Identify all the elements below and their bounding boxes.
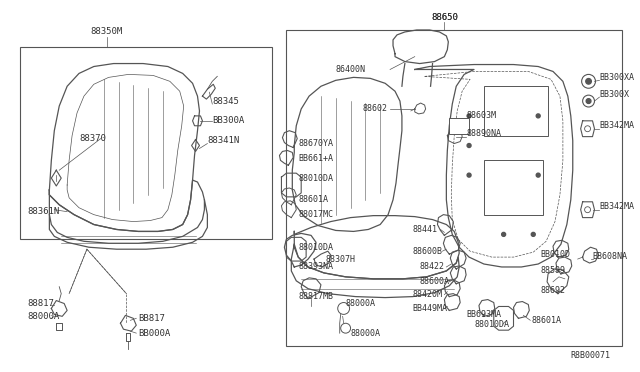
Text: 88601A: 88601A — [531, 316, 561, 325]
Text: 88017MC: 88017MC — [298, 210, 333, 219]
Text: BB693MA: BB693MA — [466, 310, 501, 319]
Text: 88370: 88370 — [79, 134, 106, 143]
Text: 88010DA: 88010DA — [298, 174, 333, 183]
Circle shape — [467, 144, 471, 147]
Circle shape — [502, 232, 506, 236]
Circle shape — [536, 173, 540, 177]
Text: BB300XA: BB300XA — [600, 73, 634, 82]
Text: 86400N: 86400N — [336, 65, 365, 74]
Text: 88600B: 88600B — [413, 247, 443, 256]
Text: 88817MB: 88817MB — [298, 292, 333, 301]
Text: BB661+A: BB661+A — [298, 154, 333, 163]
Text: 88650: 88650 — [431, 13, 458, 22]
Text: 88890NA: 88890NA — [466, 129, 501, 138]
Text: 88361N: 88361N — [28, 207, 60, 216]
Text: 88350M: 88350M — [90, 28, 123, 36]
Text: 88817: 88817 — [28, 299, 54, 308]
Text: 88601A: 88601A — [298, 195, 328, 204]
Text: BB342MA: BB342MA — [600, 202, 634, 211]
Text: 88010DA: 88010DA — [298, 243, 333, 252]
Text: 88341N: 88341N — [207, 136, 239, 145]
Text: 88345: 88345 — [212, 97, 239, 106]
Circle shape — [467, 173, 471, 177]
Bar — [286, 30, 622, 346]
Text: BB342MA: BB342MA — [600, 121, 634, 130]
Text: 88000A: 88000A — [346, 299, 376, 308]
Text: 88599: 88599 — [540, 266, 565, 275]
Text: R8B00071: R8B00071 — [570, 351, 611, 360]
Text: 88307H: 88307H — [326, 254, 356, 264]
Text: 88422: 88422 — [420, 263, 445, 272]
Text: BB300A: BB300A — [212, 116, 244, 125]
Text: 88692: 88692 — [540, 286, 565, 295]
Bar — [20, 47, 271, 239]
Text: 88602: 88602 — [362, 105, 387, 113]
Circle shape — [586, 78, 591, 84]
Circle shape — [531, 232, 535, 236]
Text: 88420M: 88420M — [413, 290, 443, 299]
Text: 88603M: 88603M — [466, 111, 496, 121]
Bar — [484, 86, 548, 136]
Text: 88670YA: 88670YA — [298, 139, 333, 148]
Circle shape — [467, 114, 471, 118]
Text: BB449MA: BB449MA — [413, 304, 448, 313]
Text: 88441: 88441 — [413, 225, 438, 234]
Text: BB817: BB817 — [138, 314, 165, 323]
Text: BB000A: BB000A — [138, 328, 170, 338]
Bar — [449, 118, 469, 134]
Circle shape — [586, 99, 591, 103]
Text: 88010DA: 88010DA — [474, 320, 509, 329]
Text: BB608NA: BB608NA — [593, 251, 627, 261]
Text: 88650: 88650 — [431, 13, 458, 22]
Text: BB010D: BB010D — [540, 250, 570, 259]
Bar — [484, 160, 543, 215]
Text: BB300X: BB300X — [600, 90, 629, 99]
Text: 88600A: 88600A — [420, 277, 450, 286]
Text: 88393NA: 88393NA — [298, 263, 333, 272]
Text: 88000A: 88000A — [351, 328, 381, 338]
Text: 88000A: 88000A — [28, 312, 60, 321]
Circle shape — [536, 114, 540, 118]
